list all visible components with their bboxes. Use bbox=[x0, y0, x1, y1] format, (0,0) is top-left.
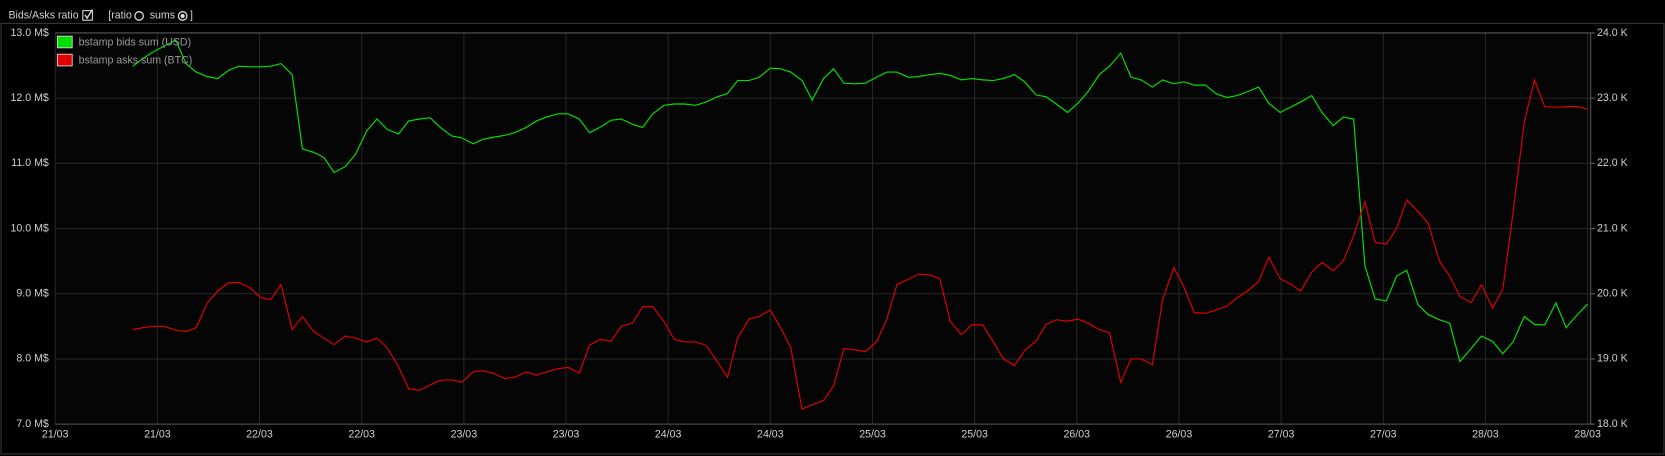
sums-label: sums bbox=[150, 10, 175, 22]
x-tick-label: 25/03 bbox=[961, 429, 988, 441]
y-tick-label: 9.0 M$ bbox=[16, 288, 49, 300]
sums-radio[interactable] bbox=[177, 11, 188, 21]
series-line bbox=[132, 39, 1589, 363]
x-tick-label: 24/03 bbox=[757, 429, 784, 441]
checkbox-check[interactable] bbox=[84, 9, 93, 20]
x-tick-label: 22/03 bbox=[246, 429, 273, 441]
x-tick-label: 21/03 bbox=[42, 429, 69, 441]
series-line bbox=[132, 77, 1588, 410]
x-tick-label: 26/03 bbox=[1166, 429, 1193, 441]
legend-label: bstamp bids sum (USD) bbox=[79, 36, 192, 48]
legend-swatch bbox=[56, 35, 73, 49]
close-bracket: ] bbox=[190, 10, 193, 22]
x-tick-label: 27/03 bbox=[1268, 429, 1295, 441]
checkbox-box[interactable] bbox=[82, 10, 93, 21]
legend-label: bstamp asks sum (BTC) bbox=[79, 54, 193, 66]
x-tick-label: 23/03 bbox=[451, 429, 478, 441]
sums-radio-dot[interactable] bbox=[180, 13, 185, 19]
ratio-radio[interactable] bbox=[134, 11, 144, 21]
checkbox[interactable] bbox=[82, 9, 93, 21]
legend: bstamp bids sum (USD) bstamp asks sum (BT… bbox=[56, 35, 193, 67]
ratio-label: [ratio bbox=[108, 10, 132, 22]
x-tick-label: 28/03 bbox=[1574, 429, 1601, 441]
x-tick-label: 26/03 bbox=[1064, 429, 1091, 441]
y-tick-label: 11.0 M$ bbox=[11, 157, 49, 169]
y2-tick-label: 24.0 K bbox=[1597, 27, 1628, 39]
y-tick-label: 7.0 M$ bbox=[16, 418, 49, 430]
y2-tick-label: 22.0 K bbox=[1597, 157, 1628, 169]
frame bbox=[0, 22, 1665, 455]
y2-tick-label: 20.0 K bbox=[1597, 288, 1628, 300]
y-tick-label: 12.0 M$ bbox=[11, 92, 49, 104]
y2-tick-label: 23.0 K bbox=[1597, 92, 1628, 104]
y-tick-label: 8.0 M$ bbox=[16, 353, 49, 365]
legend-swatch bbox=[56, 53, 73, 67]
x-tick-label: 21/03 bbox=[144, 429, 171, 441]
x-tick-label: 25/03 bbox=[859, 429, 886, 441]
y-tick-label: 13.0 M$ bbox=[11, 27, 49, 39]
x-tick-label: 23/03 bbox=[553, 429, 580, 441]
y2-tick-label: 18.0 K bbox=[1597, 418, 1628, 430]
x-tick-label: 24/03 bbox=[655, 429, 682, 441]
x-tick-label: 22/03 bbox=[348, 429, 375, 441]
x-tick-label: 27/03 bbox=[1370, 429, 1397, 441]
y2-tick-label: 19.0 K bbox=[1597, 353, 1628, 365]
x-tick-label: 28/03 bbox=[1472, 429, 1499, 441]
toolbar-title: Bids/Asks ratio bbox=[8, 10, 78, 22]
y-tick-label: 10.0 M$ bbox=[11, 222, 49, 234]
y2-tick-label: 21.0 K bbox=[1597, 222, 1628, 234]
